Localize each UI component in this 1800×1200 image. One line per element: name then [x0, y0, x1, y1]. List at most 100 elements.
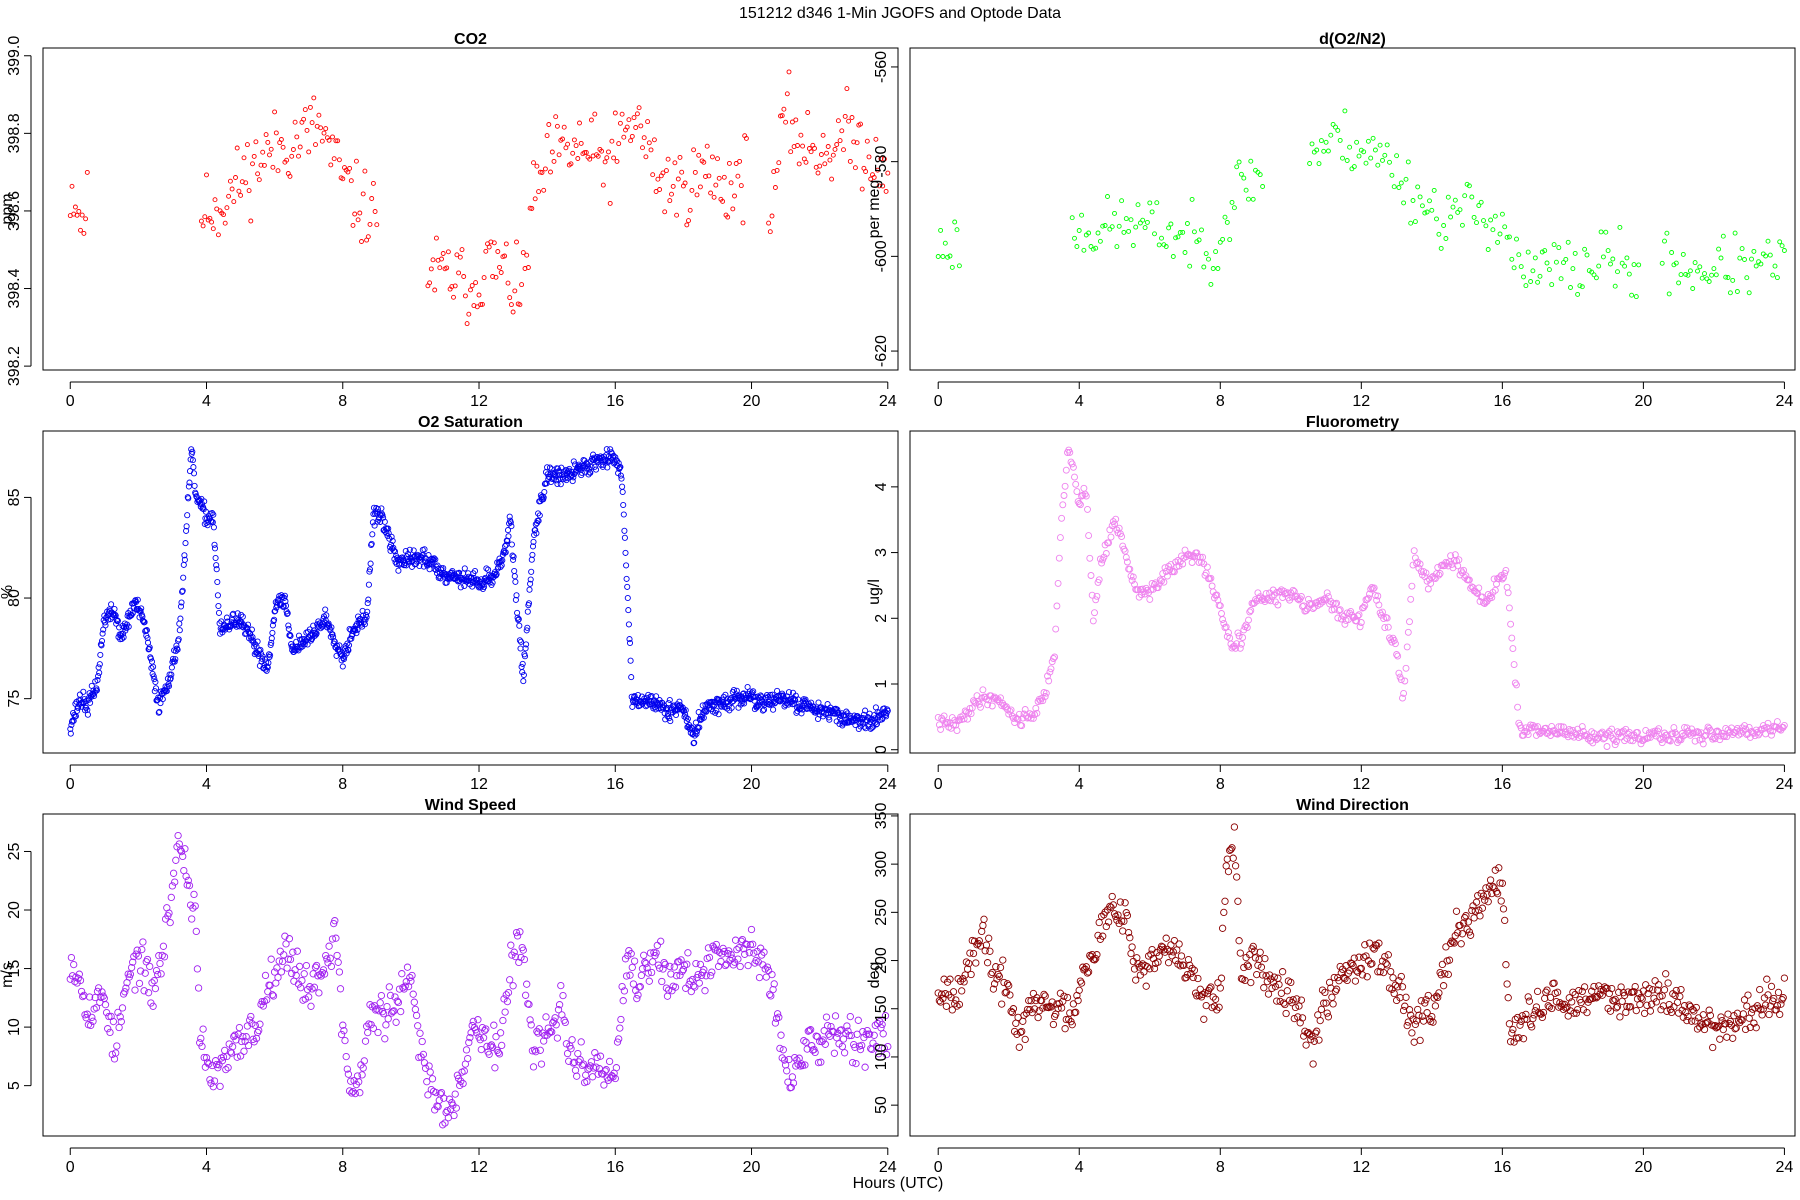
data-point — [1497, 572, 1505, 579]
data-point — [95, 664, 102, 671]
data-point — [284, 610, 291, 618]
data-point — [562, 466, 569, 473]
data-point — [96, 661, 103, 668]
data-point — [1575, 986, 1583, 995]
data-point — [1657, 736, 1665, 743]
data-point — [1334, 973, 1342, 982]
data-point — [85, 993, 94, 1001]
data-point — [1097, 912, 1106, 920]
x-tick-label: 16 — [1493, 1159, 1511, 1176]
data-point — [604, 464, 611, 471]
data-point — [1175, 562, 1183, 570]
data-point — [826, 1032, 834, 1040]
data-point — [554, 1006, 563, 1014]
data-point — [1345, 967, 1354, 975]
data-point — [1323, 139, 1329, 145]
data-point — [211, 541, 218, 548]
data-point — [881, 156, 887, 162]
data-point — [238, 192, 244, 198]
data-point — [84, 711, 91, 718]
data-point — [257, 646, 264, 653]
data-point — [344, 640, 351, 647]
data-point — [238, 611, 245, 618]
data-point — [577, 1038, 585, 1046]
data-point — [1588, 987, 1596, 995]
data-point — [267, 152, 272, 158]
data-point — [692, 729, 699, 737]
y-axis-label-o2n2: per meg — [866, 180, 883, 239]
data-point — [201, 498, 208, 505]
data-point — [347, 165, 353, 171]
data-point — [1039, 1004, 1047, 1012]
data-point — [451, 294, 456, 300]
data-point — [308, 985, 316, 993]
plot-frame-fluor — [909, 430, 1796, 754]
data-point — [1706, 279, 1712, 284]
data-point — [1705, 1006, 1713, 1014]
data-point — [1243, 624, 1251, 631]
data-point — [280, 144, 286, 150]
data-point — [1394, 153, 1400, 159]
data-point — [390, 1007, 398, 1015]
data-point — [1461, 914, 1469, 922]
data-point — [1422, 210, 1428, 216]
data-point — [462, 293, 468, 299]
data-point — [510, 553, 517, 560]
data-point — [1773, 1002, 1782, 1010]
data-point — [1637, 740, 1645, 748]
data-point — [1267, 597, 1275, 605]
data-point — [617, 1015, 625, 1024]
data-point — [1504, 234, 1510, 240]
data-point — [1250, 599, 1258, 607]
data-point — [374, 222, 380, 228]
data-point — [509, 552, 516, 559]
data-point — [241, 155, 247, 161]
data-point — [190, 890, 198, 899]
data-point — [177, 615, 184, 622]
data-point — [1577, 998, 1585, 1007]
y-tick-label: 398.6 — [6, 191, 23, 231]
data-point — [1528, 279, 1534, 284]
data-point — [1780, 974, 1789, 982]
data-point — [1190, 966, 1199, 974]
data-point — [677, 956, 685, 964]
data-point — [1407, 595, 1415, 603]
data-point — [1488, 594, 1496, 601]
data-point — [548, 169, 553, 175]
data-point — [218, 1057, 227, 1065]
data-point — [254, 638, 261, 645]
data-point — [750, 688, 757, 695]
data-point — [1767, 982, 1776, 991]
data-point — [700, 966, 708, 974]
data-point — [80, 688, 87, 695]
data-point — [1341, 975, 1349, 983]
data-point — [1406, 618, 1413, 626]
data-point — [1683, 271, 1689, 277]
data-point — [640, 951, 648, 959]
data-point — [1550, 979, 1558, 987]
data-point — [1754, 1004, 1763, 1012]
data-point — [1235, 632, 1243, 640]
data-point — [1389, 974, 1397, 982]
data-point — [206, 1076, 214, 1084]
data-point — [829, 176, 835, 182]
data-point — [963, 965, 972, 973]
data-point — [74, 212, 80, 218]
data-point — [1382, 152, 1388, 158]
data-point — [987, 970, 995, 978]
data-point — [370, 180, 376, 186]
data-point — [602, 457, 609, 464]
data-point — [1565, 994, 1573, 1002]
data-point — [1580, 983, 1589, 991]
x-tick-label: 24 — [1776, 776, 1794, 793]
data-point — [1253, 970, 1261, 979]
data-point — [395, 567, 402, 574]
data-point — [459, 1079, 467, 1088]
data-point — [692, 959, 700, 968]
x-tick-label: 0 — [66, 1159, 75, 1176]
data-point — [802, 1038, 810, 1046]
data-point — [528, 568, 535, 575]
data-point — [523, 980, 531, 988]
data-point — [1257, 172, 1263, 178]
data-point — [389, 537, 396, 544]
